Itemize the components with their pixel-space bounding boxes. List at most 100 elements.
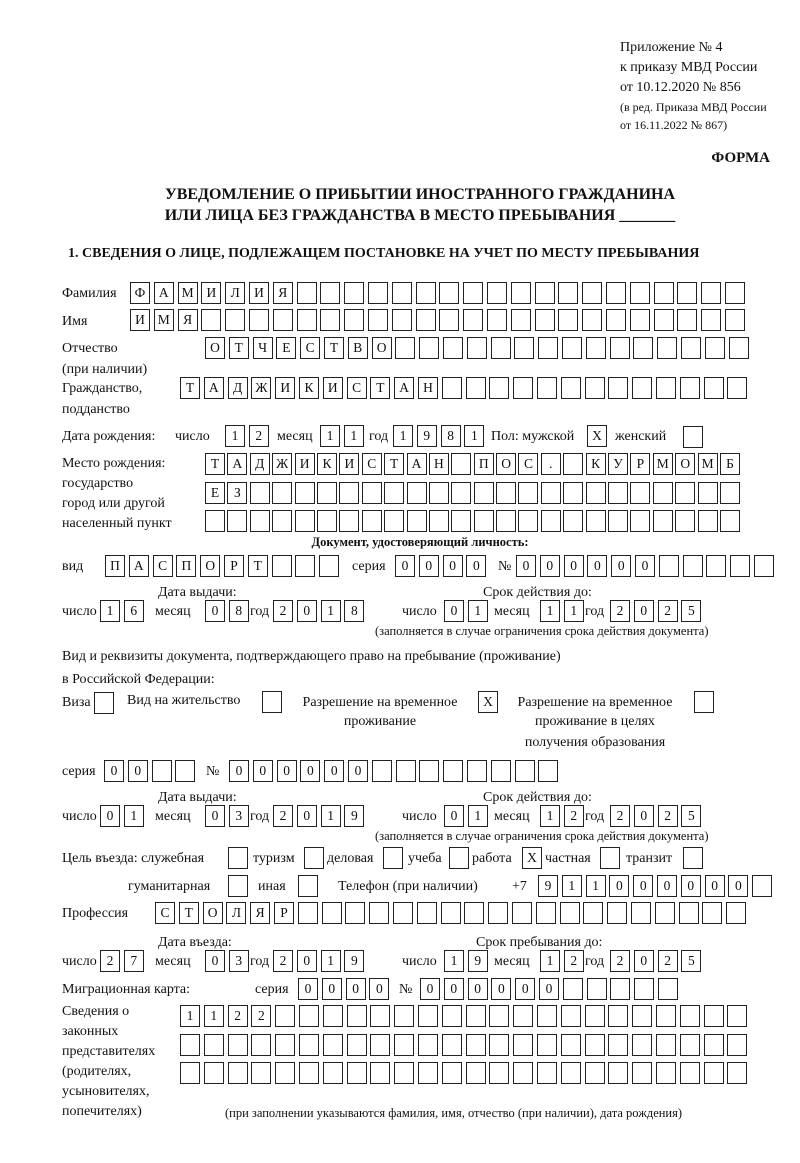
char-cell[interactable]: 6 xyxy=(123,600,144,622)
sex-male-checkbox[interactable]: X xyxy=(587,425,607,447)
char-cell[interactable] xyxy=(608,482,629,504)
char-cell[interactable] xyxy=(415,309,436,331)
char-cell[interactable] xyxy=(322,1062,343,1084)
char-cell[interactable] xyxy=(367,282,388,304)
char-cell[interactable]: 0 xyxy=(656,875,677,897)
char-cell[interactable] xyxy=(339,510,360,532)
char-cell[interactable] xyxy=(585,337,606,359)
char-cell[interactable]: 0 xyxy=(491,978,512,1000)
char-cell[interactable] xyxy=(752,875,773,897)
char-cell[interactable] xyxy=(719,510,740,532)
char-cell[interactable]: Д xyxy=(249,453,270,475)
char-cell[interactable] xyxy=(560,1005,581,1027)
char-cell[interactable] xyxy=(249,510,270,532)
char-cell[interactable] xyxy=(706,555,727,577)
char-cell[interactable] xyxy=(560,1034,581,1056)
char-cell[interactable] xyxy=(320,309,341,331)
char-cell[interactable]: И xyxy=(322,377,343,399)
char-cell[interactable]: И xyxy=(201,282,222,304)
char-cell[interactable] xyxy=(464,902,485,924)
purpose-service-checkbox[interactable] xyxy=(228,847,248,869)
char-cell[interactable] xyxy=(203,1034,224,1056)
char-cell[interactable] xyxy=(632,1034,653,1056)
char-cell[interactable]: А xyxy=(128,555,149,577)
char-cell[interactable]: 0 xyxy=(563,555,584,577)
char-cell[interactable]: 8 xyxy=(440,425,461,447)
char-cell[interactable] xyxy=(486,282,507,304)
char-cell[interactable] xyxy=(384,510,405,532)
char-cell[interactable] xyxy=(560,1062,581,1084)
char-cell[interactable]: 1 xyxy=(123,805,144,827)
char-cell[interactable]: В xyxy=(347,337,368,359)
char-cell[interactable] xyxy=(419,337,440,359)
char-cell[interactable] xyxy=(441,377,462,399)
char-cell[interactable] xyxy=(536,1005,557,1027)
char-cell[interactable]: 2 xyxy=(248,425,269,447)
char-cell[interactable]: X xyxy=(587,425,607,447)
char-cell[interactable] xyxy=(726,902,747,924)
char-cell[interactable] xyxy=(451,482,472,504)
reps-field-line-2[interactable] xyxy=(180,1034,751,1056)
char-cell[interactable] xyxy=(316,482,337,504)
char-cell[interactable] xyxy=(514,760,535,782)
char-cell[interactable]: 2 xyxy=(657,950,678,972)
char-cell[interactable]: 0 xyxy=(680,875,701,897)
char-cell[interactable] xyxy=(535,902,556,924)
char-cell[interactable] xyxy=(510,309,531,331)
char-cell[interactable]: Т xyxy=(247,555,268,577)
char-cell[interactable] xyxy=(344,309,365,331)
char-cell[interactable] xyxy=(316,510,337,532)
char-cell[interactable] xyxy=(295,555,316,577)
char-cell[interactable]: 0 xyxy=(515,978,536,1000)
char-cell[interactable] xyxy=(391,282,412,304)
char-cell[interactable]: 2 xyxy=(273,805,293,827)
char-cell[interactable] xyxy=(320,282,341,304)
char-cell[interactable]: А xyxy=(203,377,224,399)
char-cell[interactable] xyxy=(416,902,437,924)
char-cell[interactable]: 1 xyxy=(100,600,120,622)
char-cell[interactable]: Л xyxy=(225,282,246,304)
char-cell[interactable]: З xyxy=(227,482,248,504)
char-cell[interactable] xyxy=(371,760,392,782)
char-cell[interactable] xyxy=(704,337,725,359)
char-cell[interactable] xyxy=(563,510,584,532)
char-cell[interactable] xyxy=(607,902,628,924)
char-cell[interactable] xyxy=(518,482,539,504)
edu-residence-checkbox[interactable] xyxy=(694,691,714,713)
char-cell[interactable]: Л xyxy=(226,902,247,924)
purpose-work-checkbox[interactable]: X xyxy=(522,847,542,869)
char-cell[interactable] xyxy=(510,282,531,304)
temp-residence-checkbox[interactable]: X xyxy=(478,691,498,713)
char-cell[interactable] xyxy=(322,1034,343,1056)
char-cell[interactable]: 9 xyxy=(344,805,365,827)
char-cell[interactable] xyxy=(697,482,718,504)
char-cell[interactable] xyxy=(339,482,360,504)
char-cell[interactable]: 0 xyxy=(395,555,415,577)
char-cell[interactable] xyxy=(473,510,494,532)
char-cell[interactable] xyxy=(703,1034,724,1056)
char-cell[interactable] xyxy=(701,282,722,304)
char-cell[interactable] xyxy=(370,1034,391,1056)
char-cell[interactable] xyxy=(344,282,365,304)
char-cell[interactable]: О xyxy=(496,453,517,475)
char-cell[interactable] xyxy=(275,1005,296,1027)
char-cell[interactable] xyxy=(600,847,620,869)
char-cell[interactable]: 0 xyxy=(104,760,124,782)
reps-field-line-3[interactable] xyxy=(180,1062,751,1084)
char-cell[interactable]: X xyxy=(478,691,498,713)
char-cell[interactable]: И xyxy=(275,377,296,399)
char-cell[interactable] xyxy=(441,1034,462,1056)
char-cell[interactable] xyxy=(322,1005,343,1027)
char-cell[interactable]: 2 xyxy=(100,950,120,972)
char-cell[interactable] xyxy=(228,875,248,897)
char-cell[interactable] xyxy=(536,1034,557,1056)
